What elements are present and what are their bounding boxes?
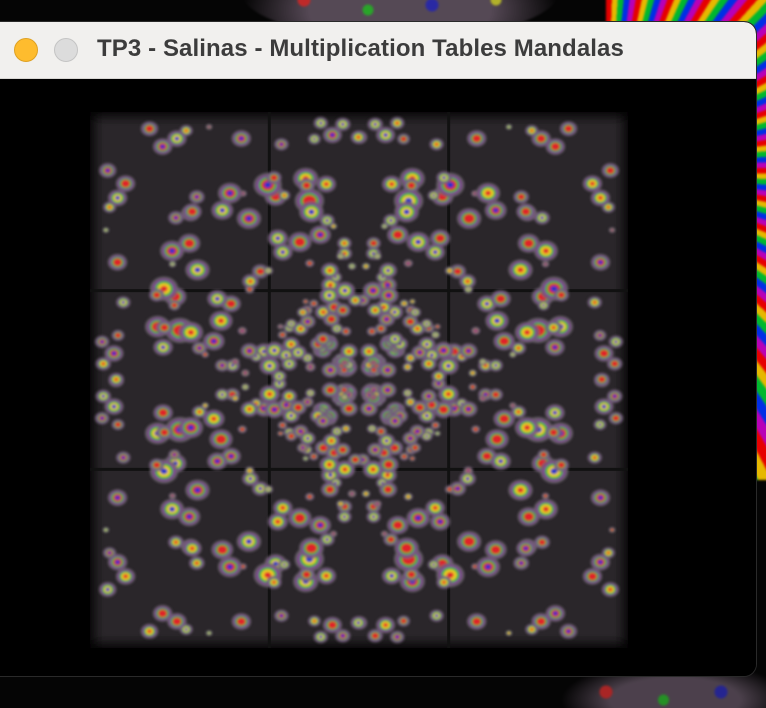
title-bar[interactable]: TP3 - Salinas - Multiplication Tables Ma… [0,22,756,79]
app-window: TP3 - Salinas - Multiplication Tables Ma… [0,22,756,676]
minimize-button[interactable] [14,38,38,62]
zoom-button[interactable] [54,38,78,62]
window-title: TP3 - Salinas - Multiplication Tables Ma… [97,35,624,62]
mandala-image [90,112,628,648]
mandala-canvas-area [0,79,756,676]
